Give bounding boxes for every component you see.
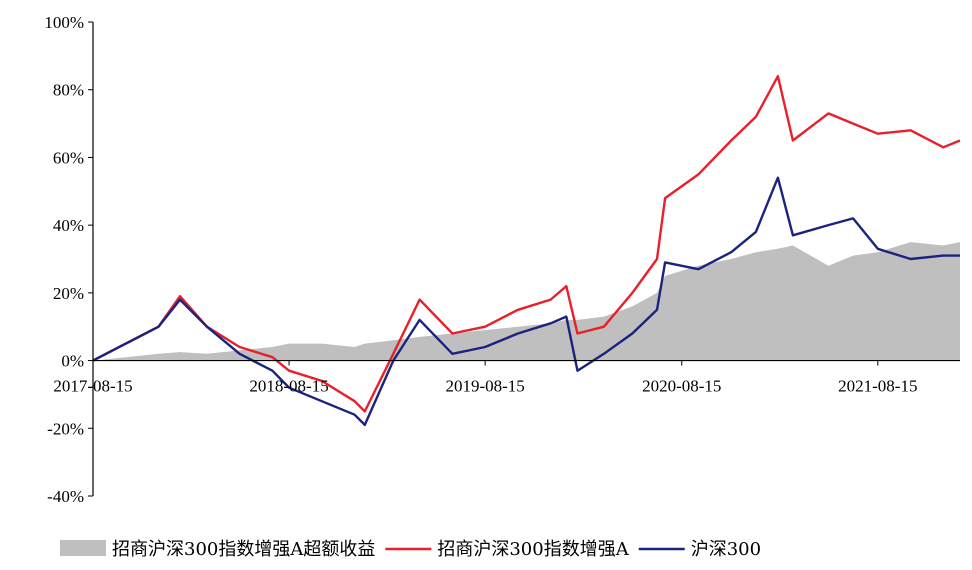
x-tick-label: 2019-08-15 bbox=[445, 377, 524, 396]
area-layer bbox=[93, 242, 960, 361]
y-tick-label: 0% bbox=[61, 352, 84, 371]
series-line-index bbox=[92, 176, 960, 427]
series-line-fund bbox=[92, 75, 961, 413]
legend-swatch-excess bbox=[60, 540, 106, 556]
line-layer bbox=[92, 75, 961, 427]
y-tick-label: -20% bbox=[47, 419, 84, 438]
legend-label-fund: 招商沪深300指数增强A bbox=[437, 539, 629, 560]
x-tick-label: 2021-08-15 bbox=[838, 377, 917, 396]
y-tick-label: -40% bbox=[47, 487, 84, 506]
x-tick-label: 2017-08-15 bbox=[53, 377, 132, 396]
y-tick-label: 100% bbox=[44, 13, 84, 32]
legend-label-excess: 招商沪深300指数增强A超额收益 bbox=[112, 539, 375, 560]
legend: 招商沪深300指数增强A超额收益 招商沪深300指数增强A 沪深300 bbox=[60, 539, 761, 560]
axis-layer: -40% -20% 0% 20% 40% 60% 80% 100% 2017-08-15 2018… bbox=[44, 13, 960, 506]
x-tick-label: 2018-08-15 bbox=[249, 377, 328, 396]
y-tick-label: 80% bbox=[53, 81, 84, 100]
y-tick-label: 20% bbox=[53, 284, 84, 303]
x-tick-label: 2020-08-15 bbox=[642, 377, 721, 396]
y-tick-label: 40% bbox=[53, 216, 84, 235]
series-area-excess bbox=[93, 242, 960, 361]
y-tick-label: 60% bbox=[53, 148, 84, 167]
legend-label-index: 沪深300 bbox=[691, 539, 761, 560]
